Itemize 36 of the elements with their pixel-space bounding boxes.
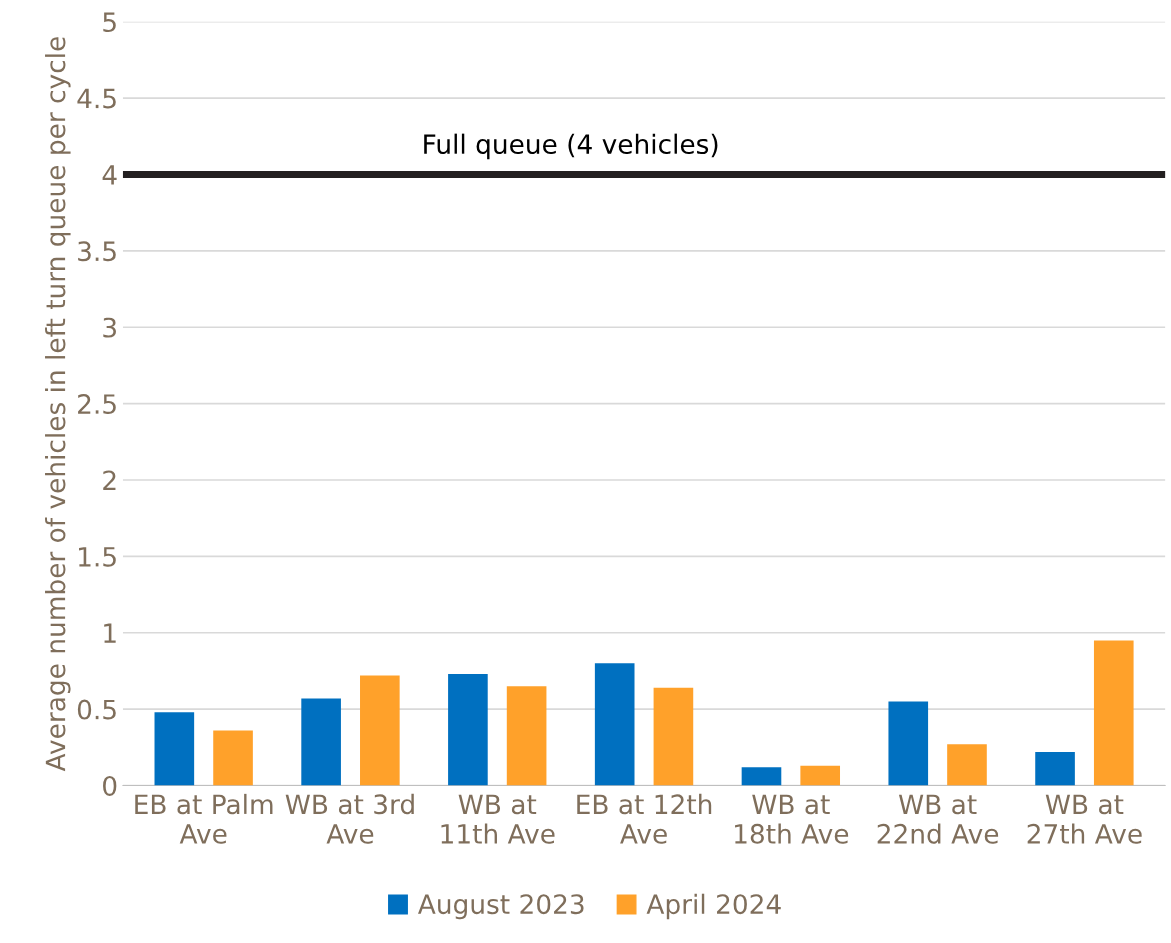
bar bbox=[448, 674, 488, 786]
y-tick-label: 4.5 bbox=[77, 88, 116, 109]
bar bbox=[301, 698, 341, 786]
bar bbox=[800, 765, 841, 786]
x-tick-label: EB at Palm Ave bbox=[135, 793, 273, 844]
bar bbox=[1035, 751, 1075, 786]
x-tick-label: WB at 27th Ave bbox=[1027, 794, 1142, 844]
bar bbox=[1093, 640, 1134, 786]
bar bbox=[741, 767, 782, 786]
bar bbox=[506, 686, 547, 786]
y-tick-label: 3.5 bbox=[78, 241, 116, 262]
x-tick-label: WB at 18th Ave bbox=[735, 794, 849, 844]
x-tick-label: WB at 22nd Ave bbox=[877, 794, 999, 844]
bar bbox=[360, 675, 400, 786]
legend-label: August 2023 bbox=[418, 894, 584, 920]
y-tick-label: 1 bbox=[104, 623, 116, 643]
y-axis-title: Average number of vehicles in left turn queue per cycle bbox=[45, 37, 71, 772]
x-tick-label: WB at 11th Ave bbox=[441, 794, 555, 844]
bar bbox=[653, 687, 694, 786]
y-tick-label: 4 bbox=[102, 165, 117, 185]
ref-line-label: Full queue (4 vehicles) bbox=[424, 133, 718, 160]
y-tick-label: 0 bbox=[103, 775, 117, 796]
y-tick-label: 3 bbox=[103, 317, 116, 338]
bar bbox=[947, 744, 987, 786]
bar bbox=[888, 701, 929, 786]
y-tick-label: 0.5 bbox=[77, 699, 116, 720]
bar bbox=[154, 712, 195, 786]
y-tick-label: 2 bbox=[103, 470, 116, 491]
y-tick-label: 5 bbox=[103, 12, 116, 33]
x-tick-label: EB at 12th Ave bbox=[577, 793, 712, 844]
bar bbox=[213, 730, 253, 786]
x-tick-label: WB at 3rd Ave bbox=[285, 793, 414, 844]
y-tick-label: 2.5 bbox=[78, 394, 116, 414]
legend-label: April 2024 bbox=[646, 893, 781, 920]
bar bbox=[594, 663, 635, 786]
y-tick-label: 1.5 bbox=[79, 547, 116, 567]
